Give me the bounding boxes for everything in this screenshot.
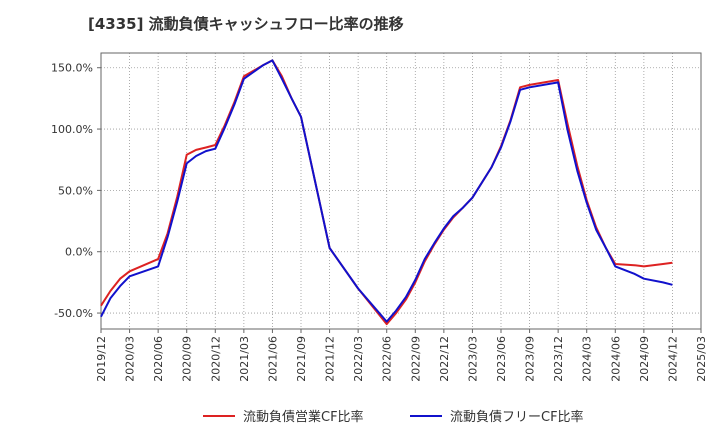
x-tick-label: 2021/12 xyxy=(324,336,337,382)
series-line-1 xyxy=(100,59,673,326)
plot-area xyxy=(100,52,702,330)
y-tick-label: -50.0% xyxy=(54,307,93,320)
x-tick-label: 2023/03 xyxy=(466,336,479,382)
x-tick-label: 2020/09 xyxy=(181,336,194,382)
x-tick-label: 2025/03 xyxy=(695,336,708,382)
x-tick-label: 2022/12 xyxy=(438,336,451,382)
y-tick-label: 150.0% xyxy=(51,62,93,75)
x-tick-label: 2021/03 xyxy=(238,336,251,382)
x-tick-label: 2020/12 xyxy=(209,336,222,382)
y-tick-label: 50.0% xyxy=(58,184,93,197)
series-group xyxy=(100,59,673,326)
legend: 流動負債営業CF比率 流動負債フリーCF比率 xyxy=(203,409,584,425)
legend-label-1: 流動負債営業CF比率 xyxy=(243,409,364,425)
x-tick-label: 2023/06 xyxy=(495,336,508,382)
x-tick-label: 2024/03 xyxy=(581,336,594,382)
x-tick-label: 2020/03 xyxy=(124,336,137,382)
x-tick-label: 2020/06 xyxy=(152,336,165,382)
x-tick-label: 2021/09 xyxy=(295,336,308,382)
grid xyxy=(101,53,701,329)
y-axis: 150.0% 100.0% 50.0% 0.0% -50.0% xyxy=(51,62,101,320)
x-axis: 2019/12 2020/03 2020/06 2020/09 2020/12 2021/… xyxy=(95,329,708,382)
x-tick-label: 2024/12 xyxy=(666,336,679,382)
chart-title: [4335] 流動負債キャッシュフロー比率の推移 xyxy=(88,15,404,33)
x-tick-label: 2024/06 xyxy=(609,336,622,382)
y-tick-label: 100.0% xyxy=(51,123,93,136)
x-tick-label: 2023/12 xyxy=(552,336,565,382)
x-tick-label: 2022/09 xyxy=(409,336,422,382)
legend-label-2: 流動負債フリーCF比率 xyxy=(450,409,584,425)
x-tick-label: 2019/12 xyxy=(95,336,108,382)
x-tick-label: 2024/09 xyxy=(638,336,651,382)
x-tick-label: 2021/06 xyxy=(266,336,279,382)
x-tick-label: 2023/09 xyxy=(524,336,537,382)
x-tick-label: 2022/06 xyxy=(381,336,394,382)
series-line-2 xyxy=(100,59,673,323)
y-tick-label: 0.0% xyxy=(65,246,93,259)
x-tick-label: 2022/03 xyxy=(352,336,365,382)
